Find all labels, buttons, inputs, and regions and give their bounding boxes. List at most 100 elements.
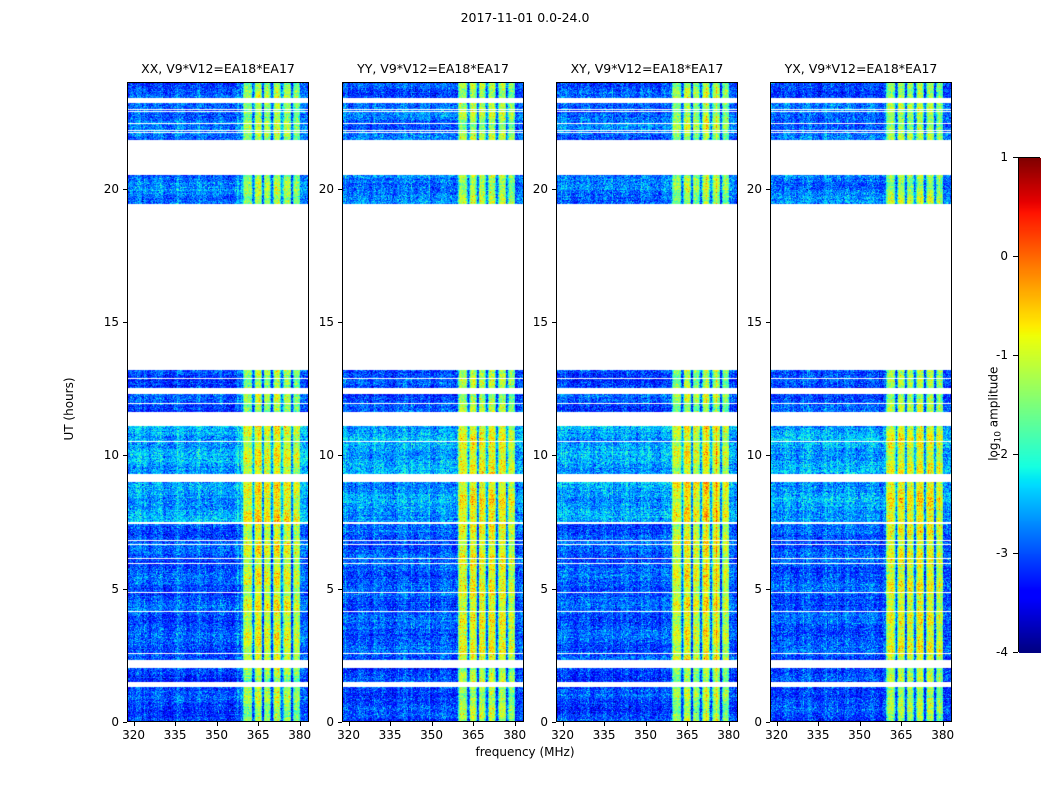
panel-xx-ytick <box>123 188 127 190</box>
colorbar-label-base: log <box>986 442 1001 461</box>
panel-yx-ytick <box>766 322 770 323</box>
panel-yx-xtick <box>859 722 861 726</box>
panel-xx-xtick <box>299 722 301 726</box>
panel-yy-xticklabel: 350 <box>420 728 444 742</box>
panel-yy-yticklabel: 15 <box>318 315 334 329</box>
panel-yx-xticklabel: 335 <box>806 728 830 742</box>
panel-xx-ytick <box>123 722 127 723</box>
panel-xy-yticklabel: 5 <box>540 581 548 596</box>
panel-xx-yticklabel: 20 <box>103 181 119 196</box>
panel-xy-xtick <box>687 722 689 726</box>
panel-yy-title: YY, V9*V12=EA18*EA17 <box>357 61 509 76</box>
panel-xy-ytick <box>552 722 556 723</box>
panel-yy-xticklabel: 320 <box>337 728 360 742</box>
panel-xx-xtick <box>133 722 135 726</box>
panel-xy-ytick <box>552 455 556 457</box>
panel-xx-yticklabel: 0 <box>111 715 119 729</box>
panel-xx[interactable] <box>127 82 309 722</box>
panel-yy-yticklabel: 0 <box>326 715 334 729</box>
panel-yx[interactable] <box>770 82 952 722</box>
panel-yy-ytick <box>338 722 342 723</box>
panel-xy-xtick <box>728 722 730 726</box>
panel-yx-xticklabel: 350 <box>848 728 872 742</box>
panel-yy-xticklabel: 380 <box>503 728 527 742</box>
panel-yy-ytick <box>338 188 342 190</box>
colorbar-tick <box>1013 454 1018 455</box>
panel-xy-xticklabel: 335 <box>592 728 616 742</box>
panel-xy[interactable] <box>556 82 738 722</box>
colorbar-ticklabel: -3 <box>996 546 1008 560</box>
colorbar-ticklabel: 1 <box>1000 150 1008 164</box>
colorbar-tick <box>1013 355 1018 356</box>
colorbar-ticklabel: 0 <box>1000 249 1008 263</box>
panel-xy-yticklabel: 0 <box>540 715 548 729</box>
panel-xx-xticklabel: 365 <box>246 728 270 742</box>
panel-yx-xtick <box>901 722 903 726</box>
panel-xx-ytick <box>123 588 127 590</box>
panel-yy-yticklabel: 20 <box>318 181 334 196</box>
panel-xx-xticklabel: 350 <box>205 728 229 742</box>
panel-yx-xticklabel: 380 <box>931 728 955 742</box>
colorbar[interactable] <box>1018 157 1041 653</box>
panel-yx-title: YX, V9*V12=EA18*EA17 <box>784 61 938 76</box>
panel-xy-yticklabel: 10 <box>532 448 548 463</box>
panel-yx-xtick <box>942 722 944 726</box>
panel-xx-xticklabel: 320 <box>122 728 145 742</box>
panel-xx-yticklabel: 15 <box>103 315 119 329</box>
panel-xy-xtick <box>645 722 647 726</box>
panel-yx-xticklabel: 365 <box>889 728 913 742</box>
panel-xx-xticklabel: 380 <box>288 728 312 742</box>
colorbar-label: log10 amplitude <box>986 334 1003 494</box>
colorbar-ticklabel: -4 <box>996 645 1008 659</box>
x-axis-label: frequency (MHz) <box>475 745 575 759</box>
colorbar-label-sub: 10 <box>993 431 1004 443</box>
panel-yx-yticklabel: 0 <box>754 715 762 729</box>
panel-yx-yticklabel: 5 <box>754 581 762 596</box>
panel-yy[interactable] <box>342 82 524 722</box>
panel-xx-ytick <box>123 455 127 457</box>
panel-xy-yticklabel: 20 <box>532 181 548 196</box>
panel-xy-xtick <box>562 722 564 726</box>
panel-yy-ytick <box>338 322 342 323</box>
panel-yx-xtick <box>818 722 820 726</box>
panel-xy-xtick <box>604 722 606 726</box>
panel-xx-xtick <box>258 722 260 726</box>
panel-yx-ytick <box>766 588 770 590</box>
colorbar-tick <box>1013 553 1018 554</box>
panel-yx-ytick <box>766 188 770 190</box>
panel-xy-waterfall <box>557 83 737 721</box>
panel-yy-xtick <box>390 722 392 726</box>
panel-xx-ytick <box>123 322 127 323</box>
panel-yy-xtick <box>431 722 433 726</box>
panel-yy-xtick <box>348 722 350 726</box>
panel-xy-yticklabel: 15 <box>532 315 548 329</box>
panel-xy-xticklabel: 380 <box>717 728 741 742</box>
panel-xx-xtick <box>175 722 177 726</box>
panel-xy-xticklabel: 365 <box>675 728 699 742</box>
panel-yx-yticklabel: 10 <box>746 448 762 463</box>
panel-yy-waterfall <box>343 83 523 721</box>
colorbar-label-tail: amplitude <box>986 366 1001 432</box>
panel-yy-yticklabel: 5 <box>326 581 334 596</box>
panel-xy-ytick <box>552 588 556 590</box>
panel-yx-waterfall <box>771 83 951 721</box>
panel-xx-xticklabel: 335 <box>163 728 187 742</box>
colorbar-tick <box>1013 256 1018 257</box>
panel-yx-yticklabel: 20 <box>746 181 762 196</box>
y-axis-label: UT (hours) <box>62 377 76 441</box>
panel-xy-xticklabel: 350 <box>634 728 658 742</box>
panel-xx-yticklabel: 10 <box>103 448 119 463</box>
panel-xy-xticklabel: 320 <box>551 728 574 742</box>
panel-xy-ytick <box>552 188 556 190</box>
panel-xx-title: XX, V9*V12=EA18*EA17 <box>141 61 295 76</box>
panel-yx-xticklabel: 320 <box>765 728 788 742</box>
panel-yy-ytick <box>338 588 342 590</box>
panel-xy-ytick <box>552 322 556 323</box>
figure-suptitle: 2017-11-01 0.0-24.0 <box>460 10 590 25</box>
panel-yx-ytick <box>766 722 770 723</box>
panel-yy-xtick <box>514 722 516 726</box>
panel-xx-xtick <box>216 722 218 726</box>
panel-yx-yticklabel: 15 <box>746 315 762 329</box>
panel-yy-xticklabel: 365 <box>461 728 485 742</box>
